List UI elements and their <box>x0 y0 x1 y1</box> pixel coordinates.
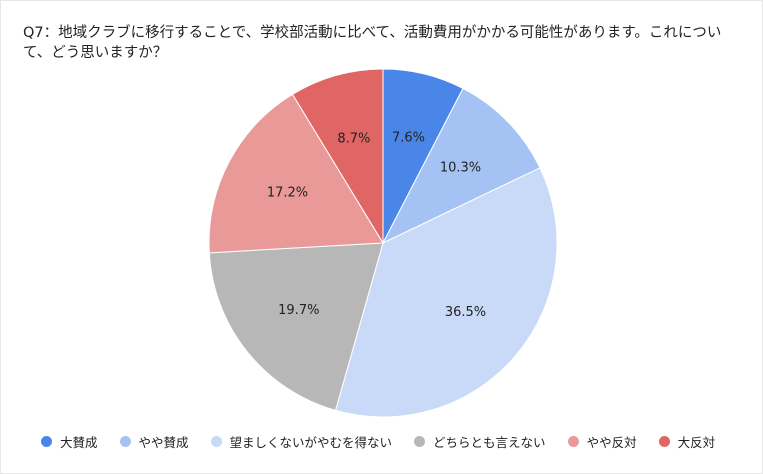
slice-label-undesirable-but-unavoidable: 36.5% <box>445 305 486 320</box>
pie-slice-neutral <box>208 242 384 412</box>
slice-label-neutral: 19.7% <box>278 303 319 318</box>
pie-slice-undesirable-but-unavoidable <box>334 167 558 418</box>
slice-label-somewhat-agree: 10.3% <box>440 160 481 175</box>
pie-slice-somewhat-agree <box>381 87 541 245</box>
legend-swatch <box>658 436 670 447</box>
pie-slice-strongly-disagree <box>291 68 384 245</box>
chart-title: Q7：地域クラブに移行することで、学校部活動に比べて、活動費用がかかる可能性があ… <box>23 25 722 61</box>
legend-item-somewhat-agree: やや賛成 <box>119 432 189 451</box>
pie-slice-somewhat-disagree <box>208 93 384 254</box>
legend-item-neutral: どちらとも言えない <box>414 432 546 451</box>
legend-item-strongly-disagree: 大反対 <box>658 432 716 451</box>
legend-label: 望ましくないがやむを得ない <box>229 435 393 450</box>
legend-item-somewhat-disagree: やや反対 <box>567 432 637 451</box>
pie-slice-labels: 7.6% 10.3% 36.5% 19.7% 17.2% 8.7% <box>267 131 486 320</box>
legend-swatch <box>41 436 52 447</box>
legend-swatch <box>567 436 579 447</box>
legend-label: やや反対 <box>586 435 637 450</box>
legend-label: やや賛成 <box>138 435 189 450</box>
legend-item-strongly-agree: 大賛成 <box>41 432 98 451</box>
pie-slices <box>208 68 558 418</box>
legend-swatch <box>210 436 222 447</box>
legend-item-undesirable-but-unavoidable: 望ましくないがやむを得ない <box>210 432 393 451</box>
slice-label-strongly-agree: 7.6% <box>392 131 425 146</box>
legend-label: 大賛成 <box>60 435 98 450</box>
legend-swatch <box>119 436 131 447</box>
legend-swatch <box>414 436 426 447</box>
chart-legend: 大賛成 やや賛成 望ましくないがやむを得ない どちらとも言えない やや反対 大反対 <box>41 432 715 451</box>
legend-label: 大反対 <box>677 435 716 450</box>
legend-label: どちらとも言えない <box>433 435 546 450</box>
slice-label-somewhat-disagree: 17.2% <box>267 185 308 200</box>
slice-label-strongly-disagree: 8.7% <box>337 132 370 147</box>
